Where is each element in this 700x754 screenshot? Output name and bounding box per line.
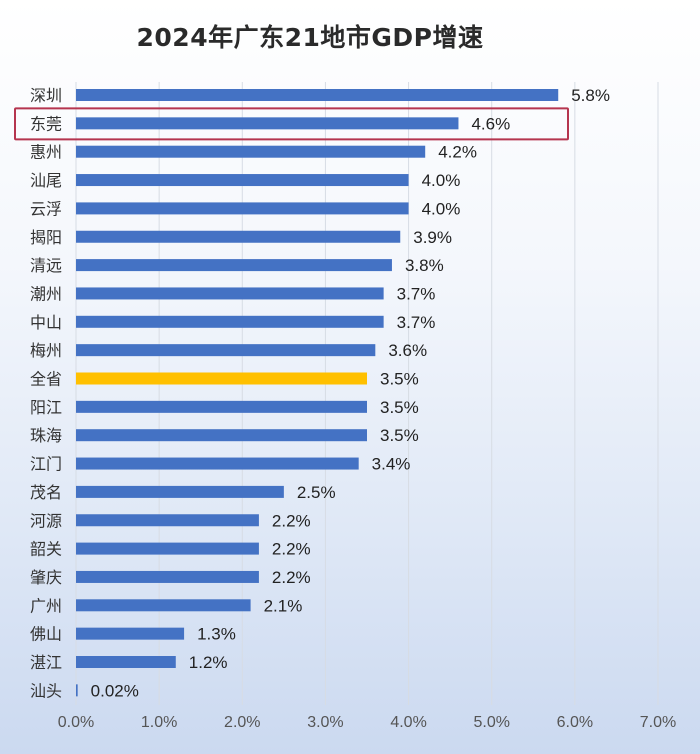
category-label: 佛山 — [30, 625, 62, 644]
value-label: 4.2% — [438, 143, 477, 162]
value-label: 2.5% — [297, 483, 336, 502]
bar — [76, 627, 185, 640]
value-label: 3.4% — [372, 455, 411, 474]
bar — [76, 684, 78, 697]
bar — [76, 344, 376, 357]
category-label: 珠海 — [30, 426, 62, 445]
bar — [76, 89, 559, 101]
bar — [76, 570, 259, 583]
bar — [76, 117, 459, 130]
category-label: 潮州 — [30, 284, 62, 303]
value-label: 2.2% — [272, 511, 311, 530]
x-tick-label: 0.0% — [58, 714, 94, 731]
bar — [76, 514, 259, 527]
category-label: 揭阳 — [30, 228, 62, 247]
x-tick-label: 6.0% — [557, 714, 593, 731]
category-label: 汕尾 — [30, 171, 62, 190]
category-label: 阳江 — [30, 398, 62, 417]
category-label: 全省 — [30, 370, 62, 389]
value-label: 1.2% — [189, 653, 228, 672]
value-label: 3.6% — [388, 341, 427, 360]
value-label: 3.7% — [397, 313, 436, 332]
bar — [76, 230, 401, 243]
bar — [76, 315, 384, 328]
x-tick-label: 5.0% — [473, 714, 509, 731]
bar — [76, 485, 284, 498]
bar — [76, 656, 176, 668]
bar — [76, 259, 392, 272]
bar — [76, 457, 359, 470]
category-label: 江门 — [30, 455, 62, 474]
category-label: 云浮 — [30, 199, 62, 218]
value-label: 3.5% — [380, 426, 419, 445]
category-label: 东莞 — [30, 114, 62, 133]
value-label: 3.7% — [397, 284, 436, 303]
value-label: 5.8% — [571, 86, 610, 105]
value-label: 2.2% — [272, 540, 311, 559]
value-label: 3.9% — [413, 228, 452, 247]
bar — [76, 400, 367, 413]
category-label: 湛江 — [30, 653, 62, 672]
value-label: 3.8% — [405, 256, 444, 275]
bar — [76, 599, 251, 612]
category-label: 中山 — [30, 313, 62, 332]
category-label: 韶关 — [30, 540, 62, 559]
x-tick-label: 1.0% — [141, 714, 177, 731]
x-tick-label: 7.0% — [640, 714, 676, 731]
value-label: 3.5% — [380, 370, 419, 389]
category-label: 梅州 — [30, 341, 62, 360]
chart-title: 2024年广东21地市GDP增速 — [136, 23, 484, 52]
category-label: 惠州 — [30, 143, 62, 162]
value-label: 2.1% — [264, 596, 303, 615]
value-label: 1.3% — [197, 625, 236, 644]
category-label: 清远 — [30, 256, 62, 275]
category-label: 广州 — [30, 596, 62, 615]
highlight-outline — [14, 107, 569, 141]
x-tick-label: 4.0% — [390, 714, 426, 731]
category-label: 河源 — [30, 511, 62, 530]
bar — [76, 429, 367, 442]
value-label: 4.0% — [422, 171, 461, 190]
x-tick-label: 2.0% — [224, 714, 260, 731]
bar — [76, 542, 259, 555]
value-label: 4.6% — [471, 114, 510, 133]
value-label: 3.5% — [380, 398, 419, 417]
value-label: 0.02% — [91, 681, 139, 700]
category-label: 汕头 — [30, 681, 62, 700]
bar-highlight — [76, 372, 367, 385]
value-label: 2.2% — [272, 568, 311, 587]
category-label: 深圳 — [30, 86, 62, 105]
category-label: 茂名 — [30, 483, 62, 502]
bar — [76, 174, 409, 187]
value-label: 4.0% — [422, 199, 461, 218]
bar — [76, 145, 426, 158]
bar — [76, 287, 384, 300]
bar — [76, 202, 409, 215]
x-tick-label: 3.0% — [307, 714, 343, 731]
category-label: 肇庆 — [30, 568, 62, 587]
